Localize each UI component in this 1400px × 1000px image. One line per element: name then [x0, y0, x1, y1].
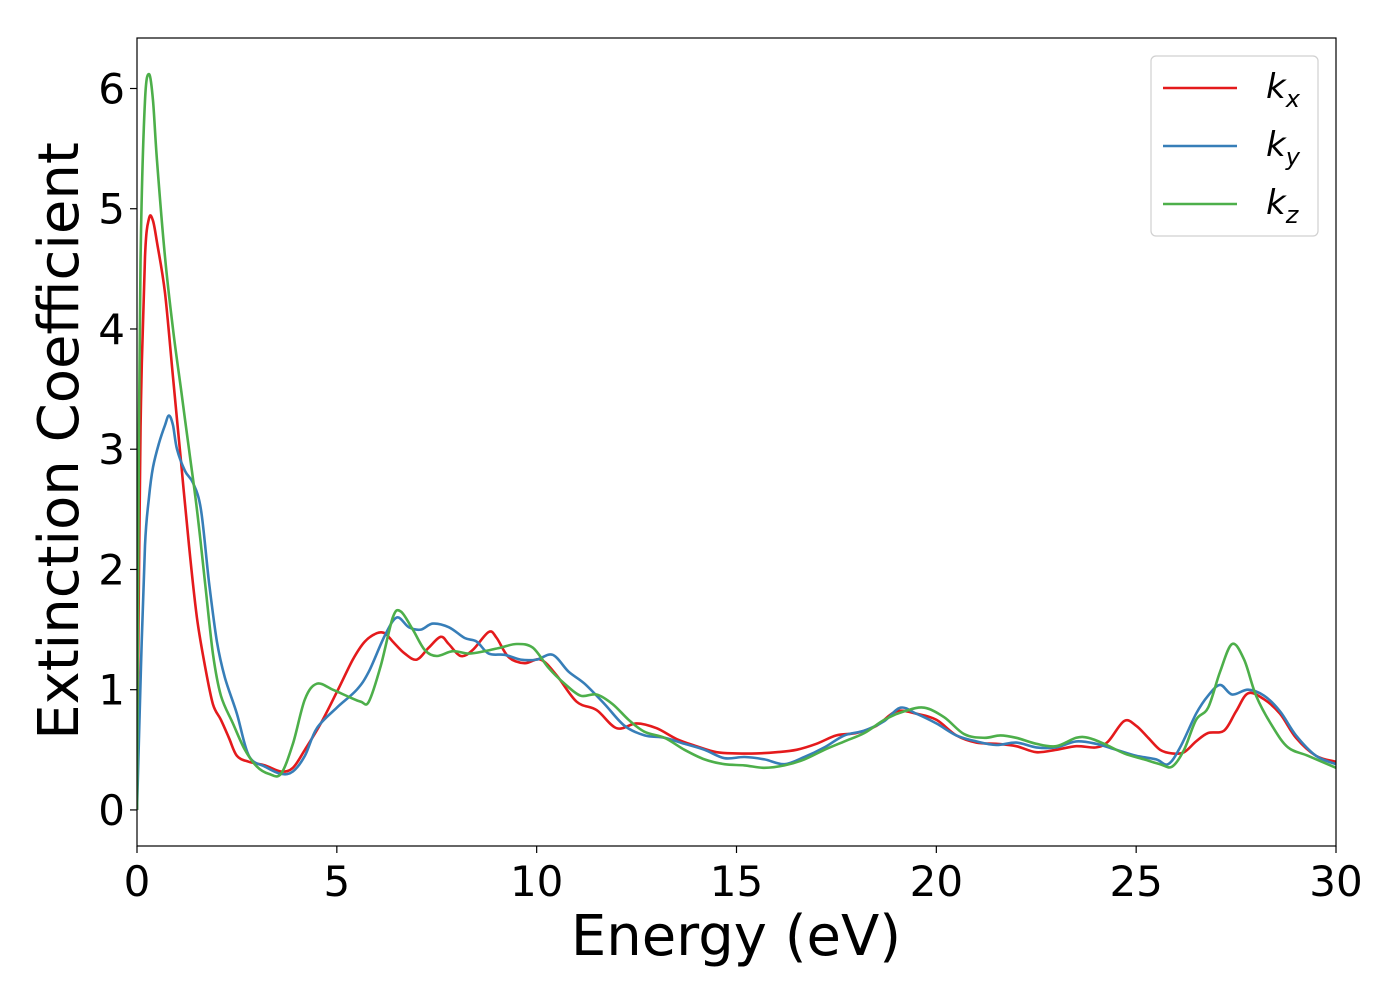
x-tick-label: 20	[910, 857, 963, 906]
x-tick-label: 15	[710, 857, 763, 906]
y-tick-label: 4	[98, 305, 125, 354]
series-line-ky	[137, 414, 1336, 810]
y-tick-label: 3	[98, 425, 125, 474]
legend-label-kz: kz	[1266, 183, 1300, 229]
x-tick-label: 30	[1309, 857, 1362, 906]
y-tick-label: 5	[98, 185, 125, 234]
y-tick-label: 1	[98, 666, 125, 715]
y-tick-label: 0	[98, 786, 125, 835]
legend: kx ky kz	[1150, 55, 1319, 237]
series-line-kx	[137, 214, 1336, 810]
y-tick-label: 6	[98, 65, 125, 114]
x-tick-label: 0	[124, 857, 151, 906]
series-line-kz	[137, 72, 1336, 810]
legend-label-ky: ky	[1266, 125, 1301, 171]
axis-ticks: 0 5 10 15 20 25 30 0 1 2 3 4 5 6	[98, 65, 1362, 907]
legend-label-kx: kx	[1266, 67, 1301, 113]
y-axis-title: Extinction Coefficient	[27, 142, 92, 740]
x-tick-label: 5	[323, 857, 350, 906]
x-tick-label: 10	[510, 857, 563, 906]
x-axis-title: Energy (eV)	[571, 904, 901, 969]
y-tick-label: 2	[98, 545, 125, 594]
x-tick-label: 25	[1109, 857, 1162, 906]
